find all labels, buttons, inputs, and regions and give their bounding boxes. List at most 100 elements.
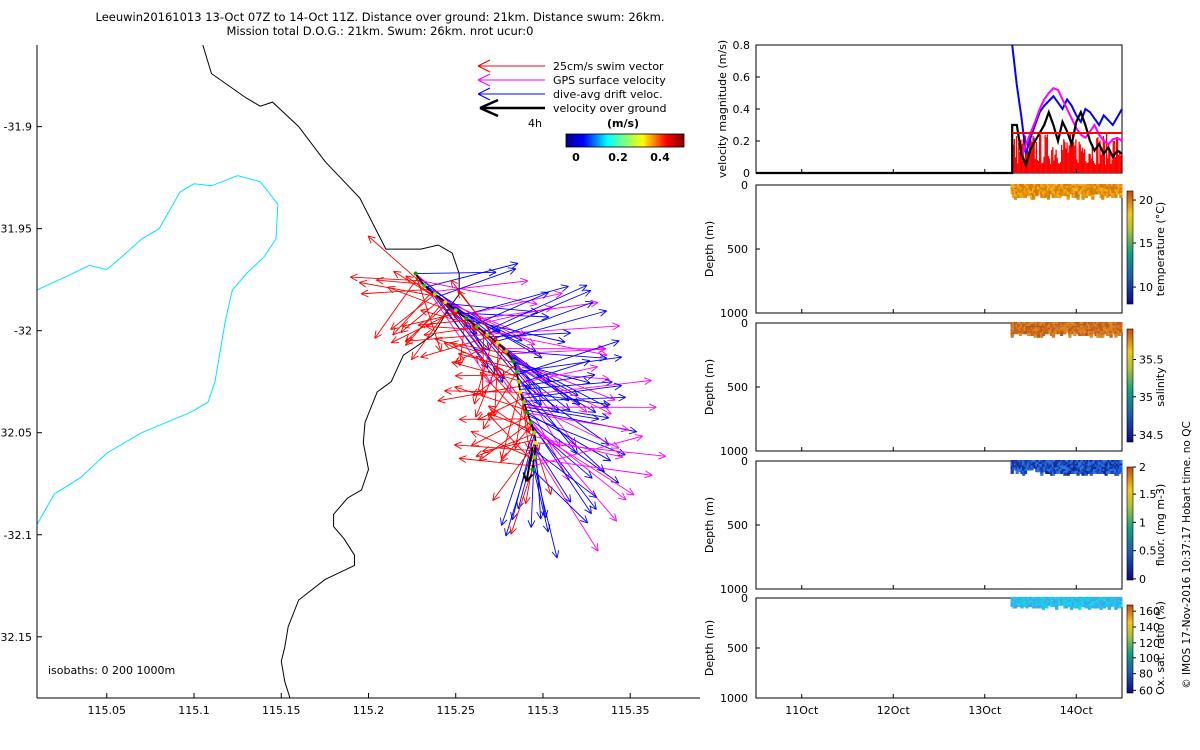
section-sample-point [1061,327,1065,331]
section-sample-point [1030,329,1034,333]
section-sample-point [1043,189,1047,193]
section-sample-point [1043,185,1047,190]
section-sample-point [1012,465,1016,469]
section-sample-point [1091,461,1095,466]
section-sample-point [1022,469,1026,473]
section-sample-point [1084,193,1088,197]
section-sample-point [1092,184,1097,188]
section-sample-point [1084,472,1088,476]
section-sample-point [1107,332,1111,336]
fluor-colorbar-ticks: 21.510.50 [1133,461,1157,586]
section-sample-point [1061,189,1065,193]
section-sample-point [1071,184,1075,188]
section-sample-point [1097,325,1102,329]
section-sample-point [1027,332,1031,336]
section-sample-point [1063,323,1067,328]
section-sample-point [1041,184,1046,188]
section-sample-point [1111,184,1115,188]
colorbar-tick-label: 35 [1139,391,1153,404]
swim-vector [420,336,490,359]
section-sample-point [1069,460,1074,464]
section-sample-point [1023,461,1027,466]
section-sample-point [1036,323,1041,328]
section-sample-point [1035,467,1039,471]
section-sample-point [1028,463,1032,467]
section-sample-point [1101,465,1105,469]
map-y-tick-label: 32.15 [1,631,33,644]
section-sample-point [1091,185,1095,190]
section-sample-point [1012,185,1016,190]
section-sample-point [1033,325,1037,329]
section-sample-point [1091,193,1095,197]
section-sample-point [1091,463,1095,467]
section-sample-point [1091,196,1095,200]
section-sample-point [1046,322,1051,326]
section-sample-point [1079,325,1083,329]
section-sample-point [1091,605,1095,609]
section-sample-point [1013,184,1018,188]
section-sample-point [1084,605,1088,609]
section-sample-point [1111,194,1115,198]
section-sample-point [1089,470,1093,474]
track-point [511,359,516,364]
section-sample-point [1109,329,1113,333]
section-sample-point [1102,184,1107,188]
gps-velocity-vector [531,424,627,501]
legend-duration-label: 4h [528,117,542,130]
section-sample-point [1055,327,1059,331]
section-sample-point [1092,327,1097,331]
section-sample-point [1069,187,1074,191]
section-sample-point [1076,189,1080,193]
section-sample-point [1086,191,1090,195]
section-sample-point [1099,323,1103,328]
section-sample-point [1084,331,1088,335]
drift-vector [523,393,626,402]
section-sample-point [1056,323,1060,328]
section-sample-point [1051,329,1055,333]
section-sample-point [1028,323,1032,328]
section-sample-point [1030,322,1034,326]
section-sample-point [1036,463,1041,467]
section-sample-point [1096,331,1100,335]
section-sample-point [1022,322,1026,326]
section-sample-point [1079,467,1083,471]
section-sample-point [1109,332,1113,336]
section-sample-point [1032,460,1036,464]
salinity-section-points [1010,322,1123,338]
section-sample-point [1101,323,1105,328]
section-sample-point [1013,196,1018,200]
section-sample-point [1058,185,1062,190]
section-sample-point [1013,193,1018,197]
drift-vector [522,382,622,399]
section-sample-point [1053,463,1057,467]
section-sample-point [1053,470,1057,474]
section-sample-point [1094,191,1098,195]
salinity-cbar-label: salinity [1154,367,1167,407]
section-sample-point [1010,323,1014,328]
time-tick-label: 12Oct [877,704,911,717]
section-sample-point [1106,189,1110,193]
section-sample-point [1111,191,1115,195]
section-sample-point [1096,334,1100,338]
section-sample-point [1028,193,1032,197]
section-sample-point [1109,465,1113,469]
section-sample-point [1078,185,1082,190]
drift-vector [532,469,589,524]
section-sample-point [1013,467,1018,471]
section-sample-point [1017,323,1021,328]
section-sample-point [1079,329,1083,333]
section-sample-point [1010,461,1014,466]
legend-drift-velocity-icon [477,87,545,101]
section-sample-point [1053,187,1057,191]
section-sample-point [1035,469,1039,473]
section-sample-point [1048,191,1052,195]
map-x-ticks: 115.05 115.1 115.15 115.2 115.25 115.3 115.35 [88,693,649,717]
section-sample-point [1076,605,1080,609]
section-sample-point [1111,467,1115,471]
section-sample-point [1023,329,1027,333]
section-sample-point [1074,329,1079,333]
section-sample-point [1027,193,1031,197]
section-sample-point [1027,325,1031,329]
section-sample-point [1033,193,1037,197]
